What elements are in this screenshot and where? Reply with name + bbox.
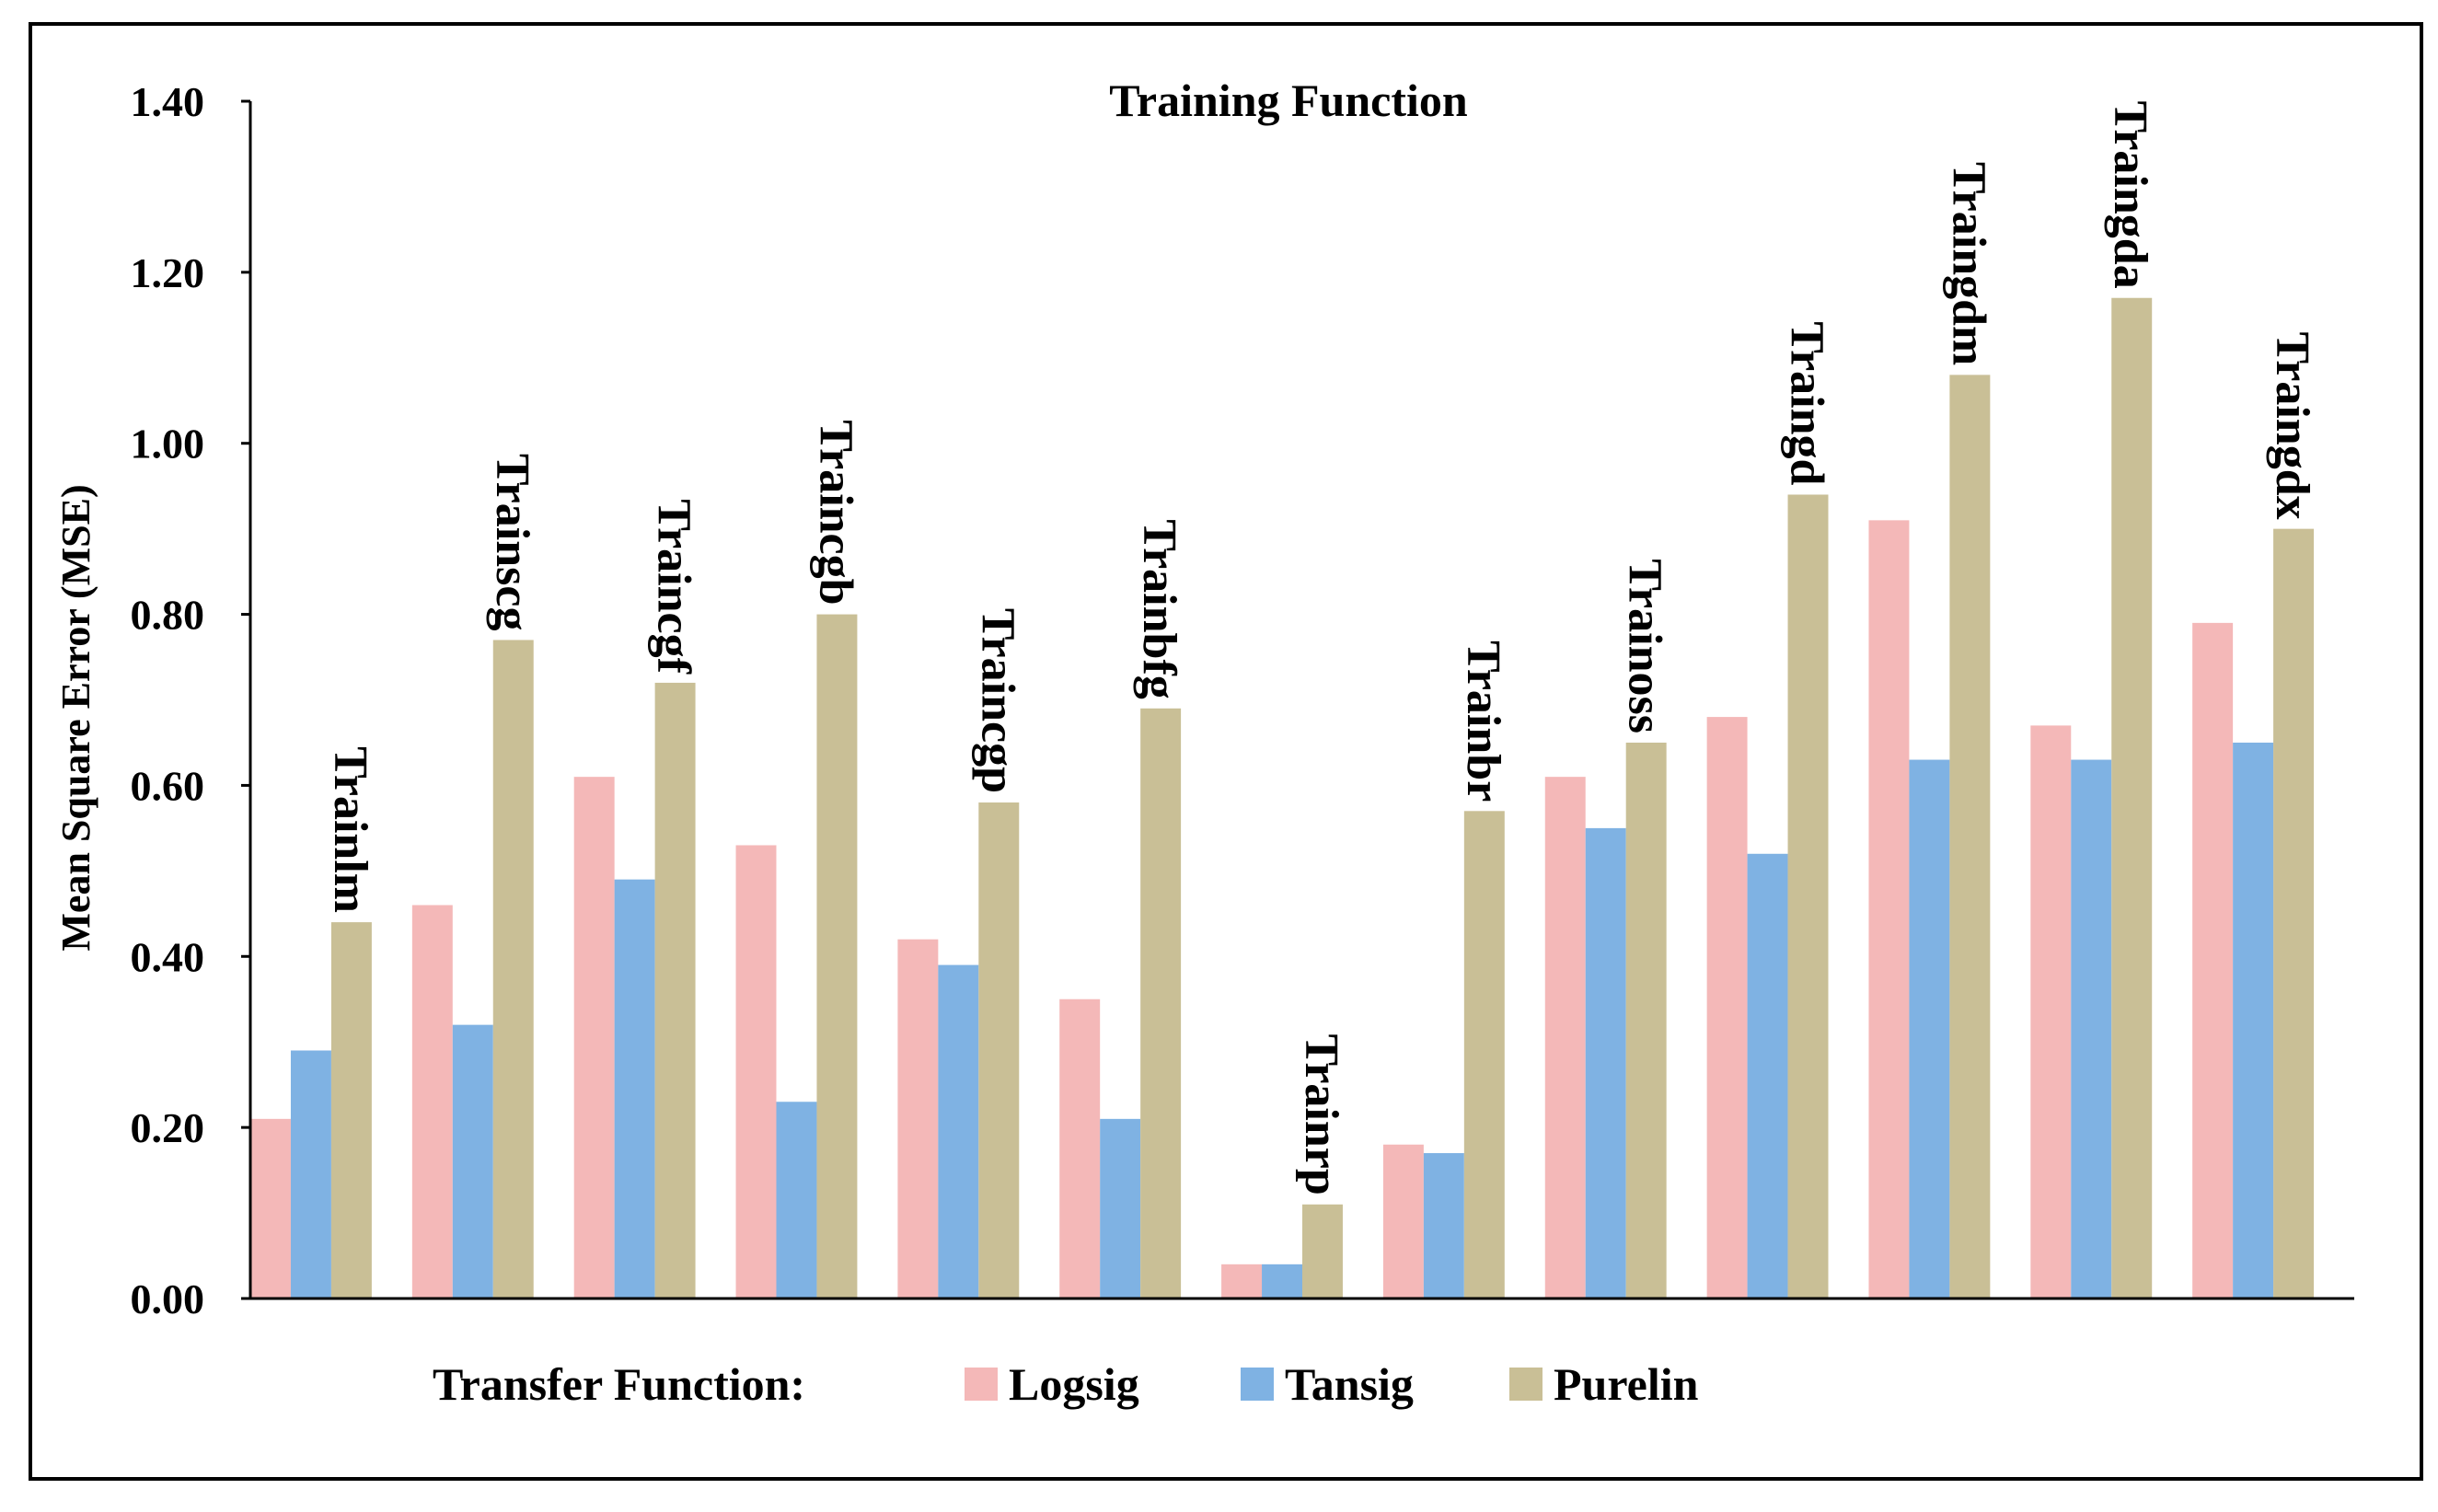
y-tick-label: 0.40 xyxy=(131,933,205,980)
bar-purelin xyxy=(492,640,534,1298)
chart-title: Training Function xyxy=(1109,75,1468,126)
category-label: Trainoss xyxy=(1619,559,1671,733)
bar-logsig xyxy=(1221,1264,1263,1298)
legend-swatch-purelin xyxy=(1509,1368,1543,1401)
bar-tansig xyxy=(1747,853,1788,1298)
category-label: Traingdm xyxy=(1942,162,1994,366)
bar-logsig xyxy=(2192,622,2234,1298)
bar-tansig xyxy=(1100,1118,1141,1298)
bar-tansig xyxy=(2071,759,2112,1298)
bar-purelin xyxy=(1140,708,1182,1298)
y-tick-label: 1.00 xyxy=(131,421,205,467)
category-label: Traingd xyxy=(1781,321,1833,485)
y-tick-label: 0.20 xyxy=(131,1104,205,1151)
bar-logsig xyxy=(1059,998,1101,1298)
legend-swatch-logsig xyxy=(965,1368,998,1401)
category-label: Trainrp xyxy=(1295,1033,1347,1195)
bar-tansig xyxy=(776,1102,817,1298)
bar-tansig xyxy=(1262,1264,1302,1298)
y-tick-label: 0.00 xyxy=(131,1275,205,1322)
bar-tansig xyxy=(2233,742,2274,1298)
bar-logsig xyxy=(735,845,777,1298)
bar-logsig xyxy=(1544,777,1586,1298)
category-labels: Trainlm Trainscg Traincgf Traincgb Traincgp T… xyxy=(324,101,2318,1195)
bar-logsig xyxy=(1868,520,1910,1298)
bar-purelin xyxy=(816,614,858,1298)
bar-purelin xyxy=(978,802,1020,1298)
bar-purelin xyxy=(1625,742,1667,1298)
legend-swatch-tansig xyxy=(1241,1368,1274,1401)
bar-tansig xyxy=(1423,1153,1464,1298)
y-tick-label: 1.40 xyxy=(131,78,205,125)
bar-logsig xyxy=(2030,725,2072,1298)
bar-purelin xyxy=(2273,528,2315,1298)
legend-label-logsig: Logsig xyxy=(1009,1358,1139,1410)
bar-purelin xyxy=(2111,297,2153,1298)
category-label: Traincgb xyxy=(809,420,861,605)
bar-logsig xyxy=(897,939,939,1298)
category-label: Traingda xyxy=(2104,101,2156,289)
y-tick-label: 0.80 xyxy=(131,592,205,639)
y-axis-title: Mean Square Error (MSE) xyxy=(53,484,98,951)
bar-purelin xyxy=(1463,811,1505,1298)
bar-logsig xyxy=(573,777,615,1298)
bar-purelin xyxy=(1302,1204,1343,1298)
bars-group xyxy=(250,297,2315,1298)
bar-tansig xyxy=(614,879,655,1298)
category-label: Traincgf xyxy=(648,499,700,674)
y-tick-label: 0.60 xyxy=(131,762,205,809)
bar-purelin xyxy=(330,922,372,1298)
bar-purelin xyxy=(654,682,696,1298)
category-label: Traingdx xyxy=(2266,331,2318,519)
legend-label-purelin: Purelin xyxy=(1554,1358,1699,1410)
category-label: Trainlm xyxy=(324,746,376,913)
bar-logsig xyxy=(250,1118,291,1298)
category-label: Trainscg xyxy=(486,454,538,631)
bar-tansig xyxy=(938,964,979,1298)
category-label: Traincgp xyxy=(971,608,1023,793)
bar-purelin xyxy=(1949,375,1991,1298)
category-label: Trainbfg xyxy=(1133,519,1185,699)
bar-logsig xyxy=(411,905,453,1298)
bar-tansig xyxy=(452,1024,493,1298)
bar-purelin xyxy=(1787,494,1829,1298)
category-label: Trainbr xyxy=(1457,641,1509,802)
y-tick-label: 1.20 xyxy=(131,249,205,296)
y-axis-ticks: 0.00 0.20 0.40 0.60 0.80 1.00 1.20 1.40 xyxy=(131,78,250,1322)
bar-tansig xyxy=(1585,827,1626,1298)
bar-logsig xyxy=(1706,717,1748,1298)
bar-tansig xyxy=(1909,759,1950,1298)
legend: Transfer Function: Logsig Tansig Purelin xyxy=(433,1358,1699,1410)
legend-label-tansig: Tansig xyxy=(1285,1358,1414,1410)
bar-tansig xyxy=(290,1050,331,1298)
legend-title: Transfer Function: xyxy=(433,1358,805,1410)
bar-logsig xyxy=(1382,1144,1424,1298)
